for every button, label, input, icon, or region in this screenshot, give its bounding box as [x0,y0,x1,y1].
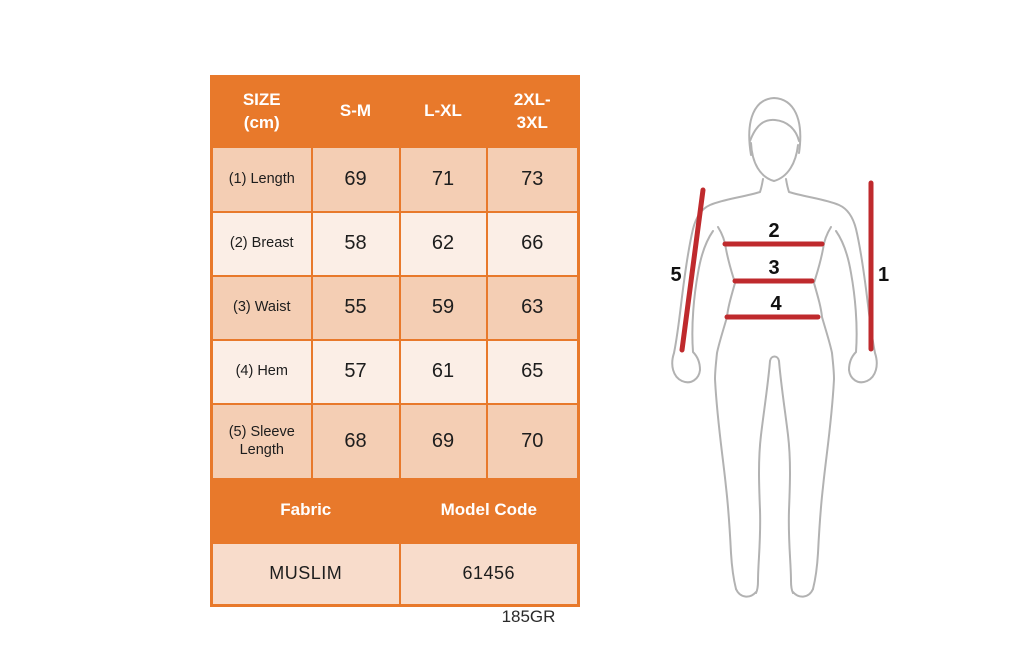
value-cell: 59 [398,274,488,341]
corner-header-size-cm: SIZE (cm) [210,75,313,148]
value-cell: 61 [398,338,488,405]
figure-right-foot [792,588,814,598]
table-header-row: SIZE (cm) S-M L-XL 2XL- 3XL [210,75,580,148]
figure-right-arm [785,178,878,384]
measure-label-3: 3 [768,257,779,279]
row-label-length: (1) Length [210,145,313,213]
column-header-2xl-3xl: 2XL- 3XL [485,75,580,148]
model-code-value: 61456 [398,541,580,607]
figure-left-leg-inner [755,360,771,594]
value-cell: 70 [485,402,580,480]
table-row: (2) Breast 58 62 66 [210,210,580,277]
value-cell: 58 [310,210,401,277]
column-header-l-xl: L-XL [398,75,488,148]
fabric-header: Fabric [210,477,401,544]
row-label-breast: (2) Breast [210,210,313,277]
figure-hair [748,97,802,156]
row-label-waist: (3) Waist [210,274,313,341]
column-header-s-m: S-M [310,75,401,148]
value-cell: 66 [485,210,580,277]
size-table: SIZE (cm) S-M L-XL 2XL- 3XL (1) Length 6… [210,75,580,607]
figure-right-leg-inner [778,360,794,594]
body-measurement-diagram: 1 2 3 4 5 [670,97,889,598]
value-cell: 71 [398,145,488,213]
figure-hairline [749,118,800,142]
measure-label-2: 2 [768,220,779,242]
fabric-value: MUSLIM [210,541,401,607]
figure-torso-left [714,226,736,380]
figure-torso-right [813,226,835,380]
figure-crotch [769,355,780,362]
table-row: (3) Waist 55 59 63 [210,274,580,341]
model-code-header: Model Code [398,477,580,544]
value-cell: 57 [310,338,401,405]
table-row: (5) Sleeve Length 68 69 70 [210,402,580,480]
table-footer-header-row: Fabric Model Code [210,477,580,544]
weight-note: 185GR [501,607,556,626]
table-footer-value-row: MUSLIM 61456 [210,541,580,607]
measure-line-sleeve-5 [679,187,706,353]
row-label-hem: (4) Hem [210,338,313,405]
figure-left-arm [671,178,764,384]
figure-left-foot [735,588,757,598]
value-cell: 55 [310,274,401,341]
figure-face [750,142,799,182]
table-row: (4) Hem 57 61 65 [210,338,580,405]
measure-label-4: 4 [770,293,782,315]
measure-label-5: 5 [670,264,681,286]
body-figure-outline [671,97,878,598]
table-row: (1) Length 69 71 73 [210,145,580,213]
figure-right-leg-outer [812,378,835,590]
value-cell: 69 [398,402,488,480]
value-cell: 69 [310,145,401,213]
value-cell: 68 [310,402,401,480]
value-cell: 62 [398,210,488,277]
value-cell: 73 [485,145,580,213]
value-cell: 65 [485,338,580,405]
measure-label-1: 1 [878,264,889,286]
figure-left-leg-outer [714,378,737,590]
row-label-sleeve-length: (5) Sleeve Length [210,402,313,480]
value-cell: 63 [485,274,580,341]
